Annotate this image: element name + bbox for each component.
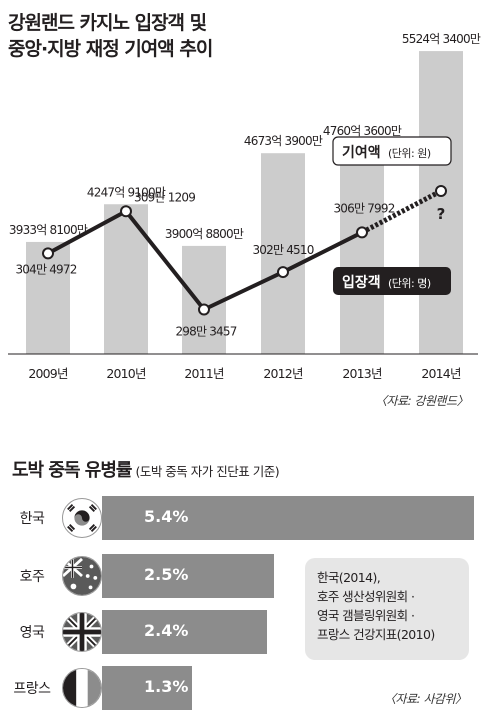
- contribution-value-label: 4760억 3600만: [323, 124, 402, 138]
- section2-title-text: 도박 중독 유병률: [12, 460, 132, 481]
- bar-value-label: 2.5%: [144, 565, 189, 584]
- note-line: 한국(2014),: [317, 570, 381, 585]
- contribution-bar: [182, 245, 226, 354]
- visitor-point: [42, 247, 54, 260]
- chart-title-line1: 강원랜드 카지노 입장객 및: [8, 12, 207, 34]
- x-tick-label: 2011년: [184, 366, 224, 381]
- australia-flag-icon: [62, 556, 102, 596]
- x-tick-label: 2013년: [342, 366, 382, 381]
- contribution-bar: [261, 153, 305, 354]
- gambling-addiction-title: 도박 중독 유병률 (도박 중독 자가 진단표 기준): [12, 456, 280, 482]
- bar-value-label: 2.4%: [144, 621, 189, 640]
- contribution-bar: [104, 204, 148, 354]
- note-line: 호주 생산성위원회 ·: [317, 589, 415, 604]
- uk-flag-icon: [62, 612, 102, 652]
- source-label-2: 〈자료: 사감위〉: [384, 692, 467, 706]
- x-tick-label: 2009년: [28, 366, 68, 381]
- note-line: 영국 갬블링위원회 ·: [317, 608, 415, 623]
- visitor-point: [356, 226, 368, 239]
- visitor-value-label: 302만 4510: [252, 243, 313, 257]
- bar-france: [102, 666, 192, 710]
- bar-value-label: 1.3%: [144, 677, 189, 696]
- visitor-projection-point: [435, 185, 447, 197]
- country-label: 한국: [19, 511, 45, 527]
- legend-visitor-box: [333, 267, 451, 295]
- x-tick-label: 2010년: [106, 366, 146, 381]
- legend-contribution-name: 기여액: [342, 144, 381, 161]
- unknown-value-mark: ?: [437, 205, 446, 223]
- legend-contribution-box: [332, 136, 452, 166]
- legend-contribution-unit: (단위: 원): [388, 147, 431, 160]
- bar-australia: [102, 554, 275, 598]
- visitor-value-label: 306만 7992: [333, 201, 394, 215]
- section2-subtitle: (도박 중독 자가 진단표 기준): [135, 464, 280, 479]
- visitor-value-label: 304만 4972: [15, 262, 76, 276]
- contribution-visitor-chart: 3933억 8100만 4247억 9100만 3900억 8800만 4673억 3…: [8, 32, 482, 381]
- country-label: 호주: [19, 569, 45, 585]
- note-line: 프랑스 건강지표(2010): [317, 627, 435, 642]
- contribution-value-label: 4673억 3900만: [244, 134, 323, 148]
- legend-visitor-name: 입장객: [342, 274, 381, 291]
- source-label-1: 〈자료: 강원랜드〉: [375, 394, 469, 408]
- contribution-value-label: 4247억 9100만: [87, 185, 166, 199]
- contribution-bar: [26, 241, 70, 354]
- bar-korea: [102, 496, 474, 540]
- country-label: 프랑스: [13, 681, 51, 697]
- contribution-bar: [419, 51, 463, 355]
- contribution-value-label: 5524억 3400만: [402, 32, 481, 46]
- visitor-point: [198, 303, 210, 316]
- korea-flag-icon: [62, 498, 102, 538]
- country-label: 영국: [19, 625, 45, 641]
- france-flag-icon: [62, 668, 102, 708]
- visitor-value-label: 309만 1209: [134, 190, 195, 204]
- chart-title-line2: 중앙·지방 재정 기여액 추이: [8, 38, 213, 60]
- x-tick-label: 2014년: [421, 366, 461, 381]
- x-tick-label: 2012년: [263, 366, 303, 381]
- source-note-box: 한국(2014), 호주 생산성위원회 · 영국 갬블링위원회 · 프랑스 건강…: [305, 558, 469, 660]
- contribution-value-label: 3900억 8800만: [165, 227, 244, 241]
- contribution-bar: [340, 142, 384, 354]
- visitor-point: [277, 266, 289, 279]
- bar-uk: [102, 610, 268, 654]
- contribution-value-label: 3933억 8100만: [9, 223, 88, 237]
- legend-visitor-unit: (단위: 명): [388, 277, 431, 290]
- visitor-value-label: 298만 3457: [175, 324, 236, 338]
- bar-value-label: 5.4%: [144, 507, 189, 526]
- visitor-point: [120, 205, 132, 218]
